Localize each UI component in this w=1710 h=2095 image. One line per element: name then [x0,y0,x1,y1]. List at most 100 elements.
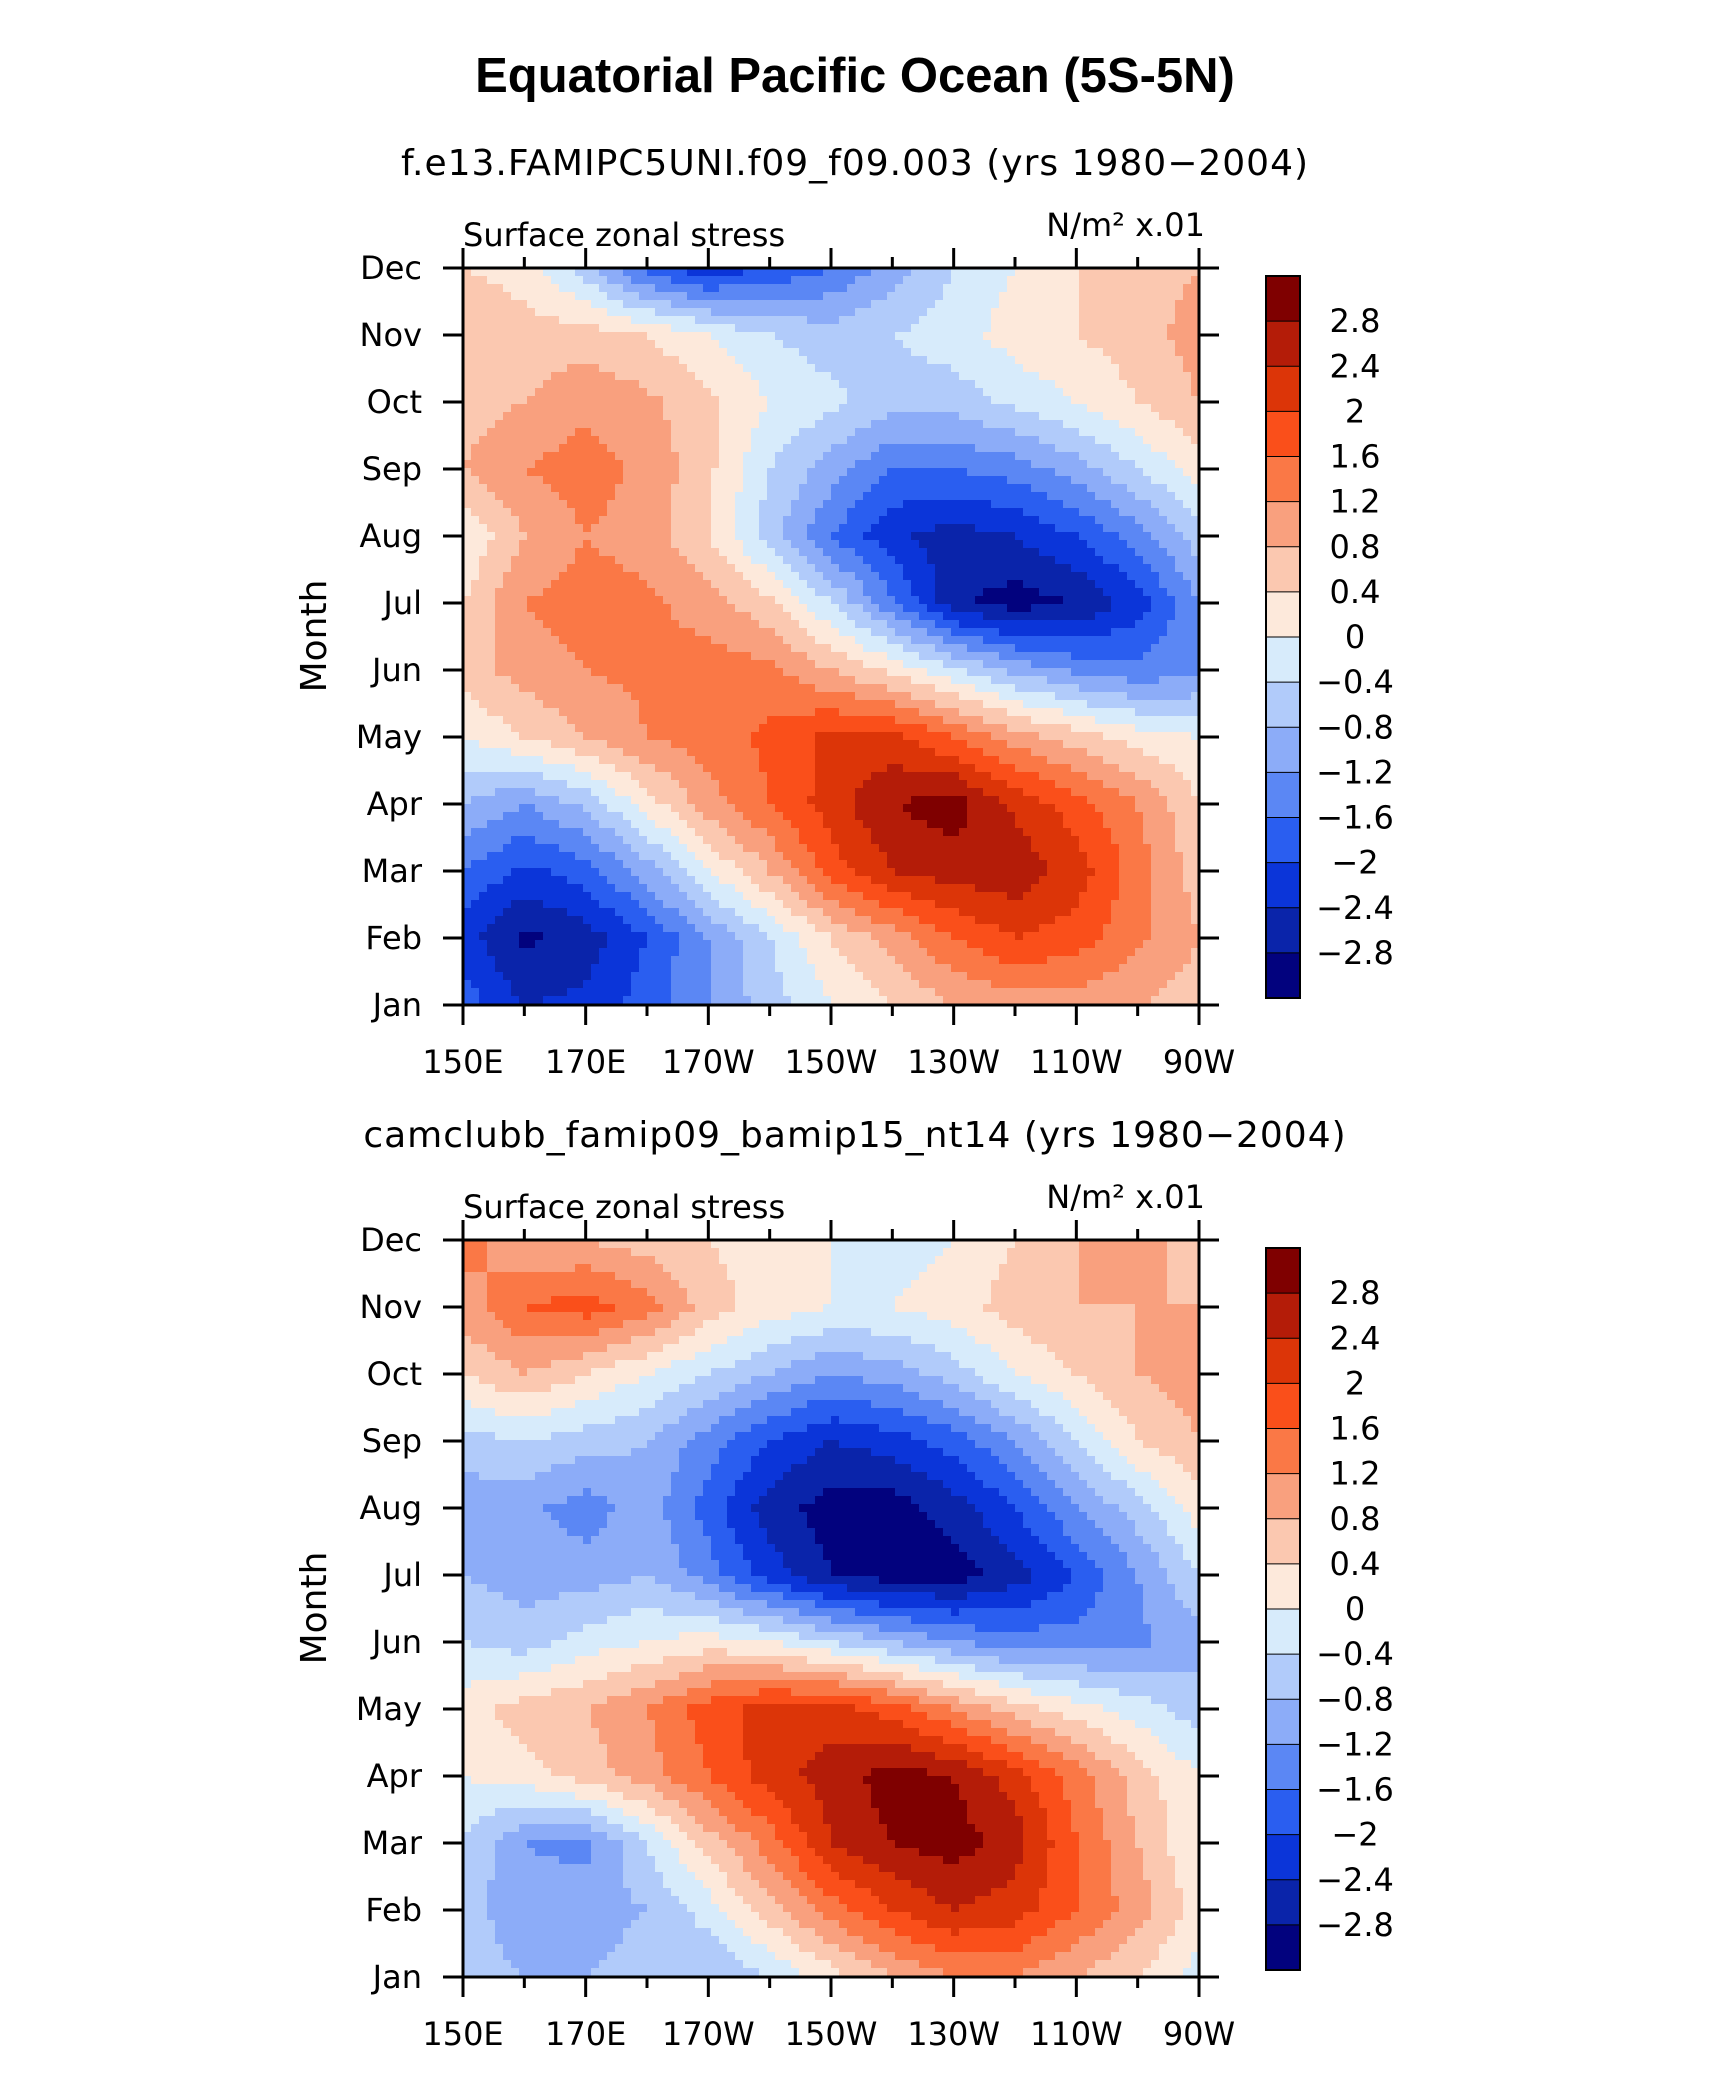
field-cell [599,468,608,477]
field-cell [615,324,624,333]
field-cell [463,404,472,413]
field-cell [1111,676,1120,685]
field-cell [831,348,840,357]
field-cell [735,268,744,277]
field-cell [591,276,600,285]
field-cell [1143,396,1152,405]
field-cell [671,668,680,677]
field-cell [1151,452,1160,461]
field-cell [1135,276,1144,285]
field-cell [839,428,848,437]
field-cell [591,532,600,541]
field-cell [1191,492,1200,501]
field-cell [863,332,872,341]
field-cell [631,468,640,477]
field-cell [487,500,496,509]
field-cell [951,420,960,429]
field-cell [487,468,496,477]
field-cell [1071,668,1080,677]
field-cell [1015,372,1024,381]
field-cell [951,372,960,381]
field-cell [599,660,608,669]
field-cell [535,700,544,709]
field-cell [1143,388,1152,397]
field-cell [863,404,872,413]
field-cell [1087,476,1096,485]
field-cell [1159,468,1168,477]
field-cell [463,276,472,285]
field-cell [1191,628,1200,637]
field-cell [623,700,632,709]
field-cell [951,452,960,461]
field-cell [471,612,480,621]
field-cell [607,564,616,573]
field-cell [503,396,512,405]
field-cell [807,396,816,405]
field-cell [855,300,864,309]
field-cell [727,580,736,589]
field-cell [567,316,576,325]
field-cell [727,636,736,645]
field-cell [719,364,728,373]
field-cell [631,484,640,493]
field-cell [1039,364,1048,373]
field-cell [503,564,512,573]
field-cell [903,628,912,637]
field-cell [711,388,720,397]
field-cell [1015,276,1024,285]
field-cell [519,628,528,637]
field-cell [687,404,696,413]
field-cell [671,316,680,325]
field-cell [903,596,912,605]
field-cell [839,284,848,293]
field-cell [599,508,608,517]
field-cell [639,484,648,493]
field-cell [1127,580,1136,589]
field-cell [695,468,704,477]
field-cell [751,268,760,277]
field-cell [1031,596,1040,605]
field-cell [1135,428,1144,437]
field-cell [711,460,720,469]
field-cell [807,540,816,549]
field-cell [815,684,824,693]
field-cell [1167,524,1176,533]
field-cell [831,300,840,309]
field-cell [855,364,864,373]
field-cell [479,652,488,661]
field-cell [527,532,536,541]
field-cell [1039,692,1048,701]
field-cell [919,476,928,485]
field-cell [887,580,896,589]
field-cell [1031,580,1040,589]
field-cell [519,276,528,285]
field-cell [583,340,592,349]
field-cell [479,636,488,645]
field-cell [599,300,608,309]
field-cell [1031,268,1040,277]
field-cell [983,692,992,701]
field-cell [1079,492,1088,501]
field-cell [767,500,776,509]
field-cell [607,476,616,485]
field-cell [695,516,704,525]
field-cell [823,308,832,317]
field-cell [463,372,472,381]
field-cell [1055,300,1064,309]
field-cell [511,268,520,277]
field-cell [1087,452,1096,461]
field-cell [1087,316,1096,325]
field-cell [551,268,560,277]
field-cell [775,596,784,605]
field-cell [1079,348,1088,357]
field-cell [855,540,864,549]
field-cell [791,452,800,461]
field-cell [999,500,1008,509]
field-cell [599,396,608,405]
field-cell [1015,652,1024,661]
field-cell [479,524,488,533]
field-cell [1111,324,1120,333]
field-cell [887,564,896,573]
field-cell [927,300,936,309]
field-cell [1047,532,1056,541]
